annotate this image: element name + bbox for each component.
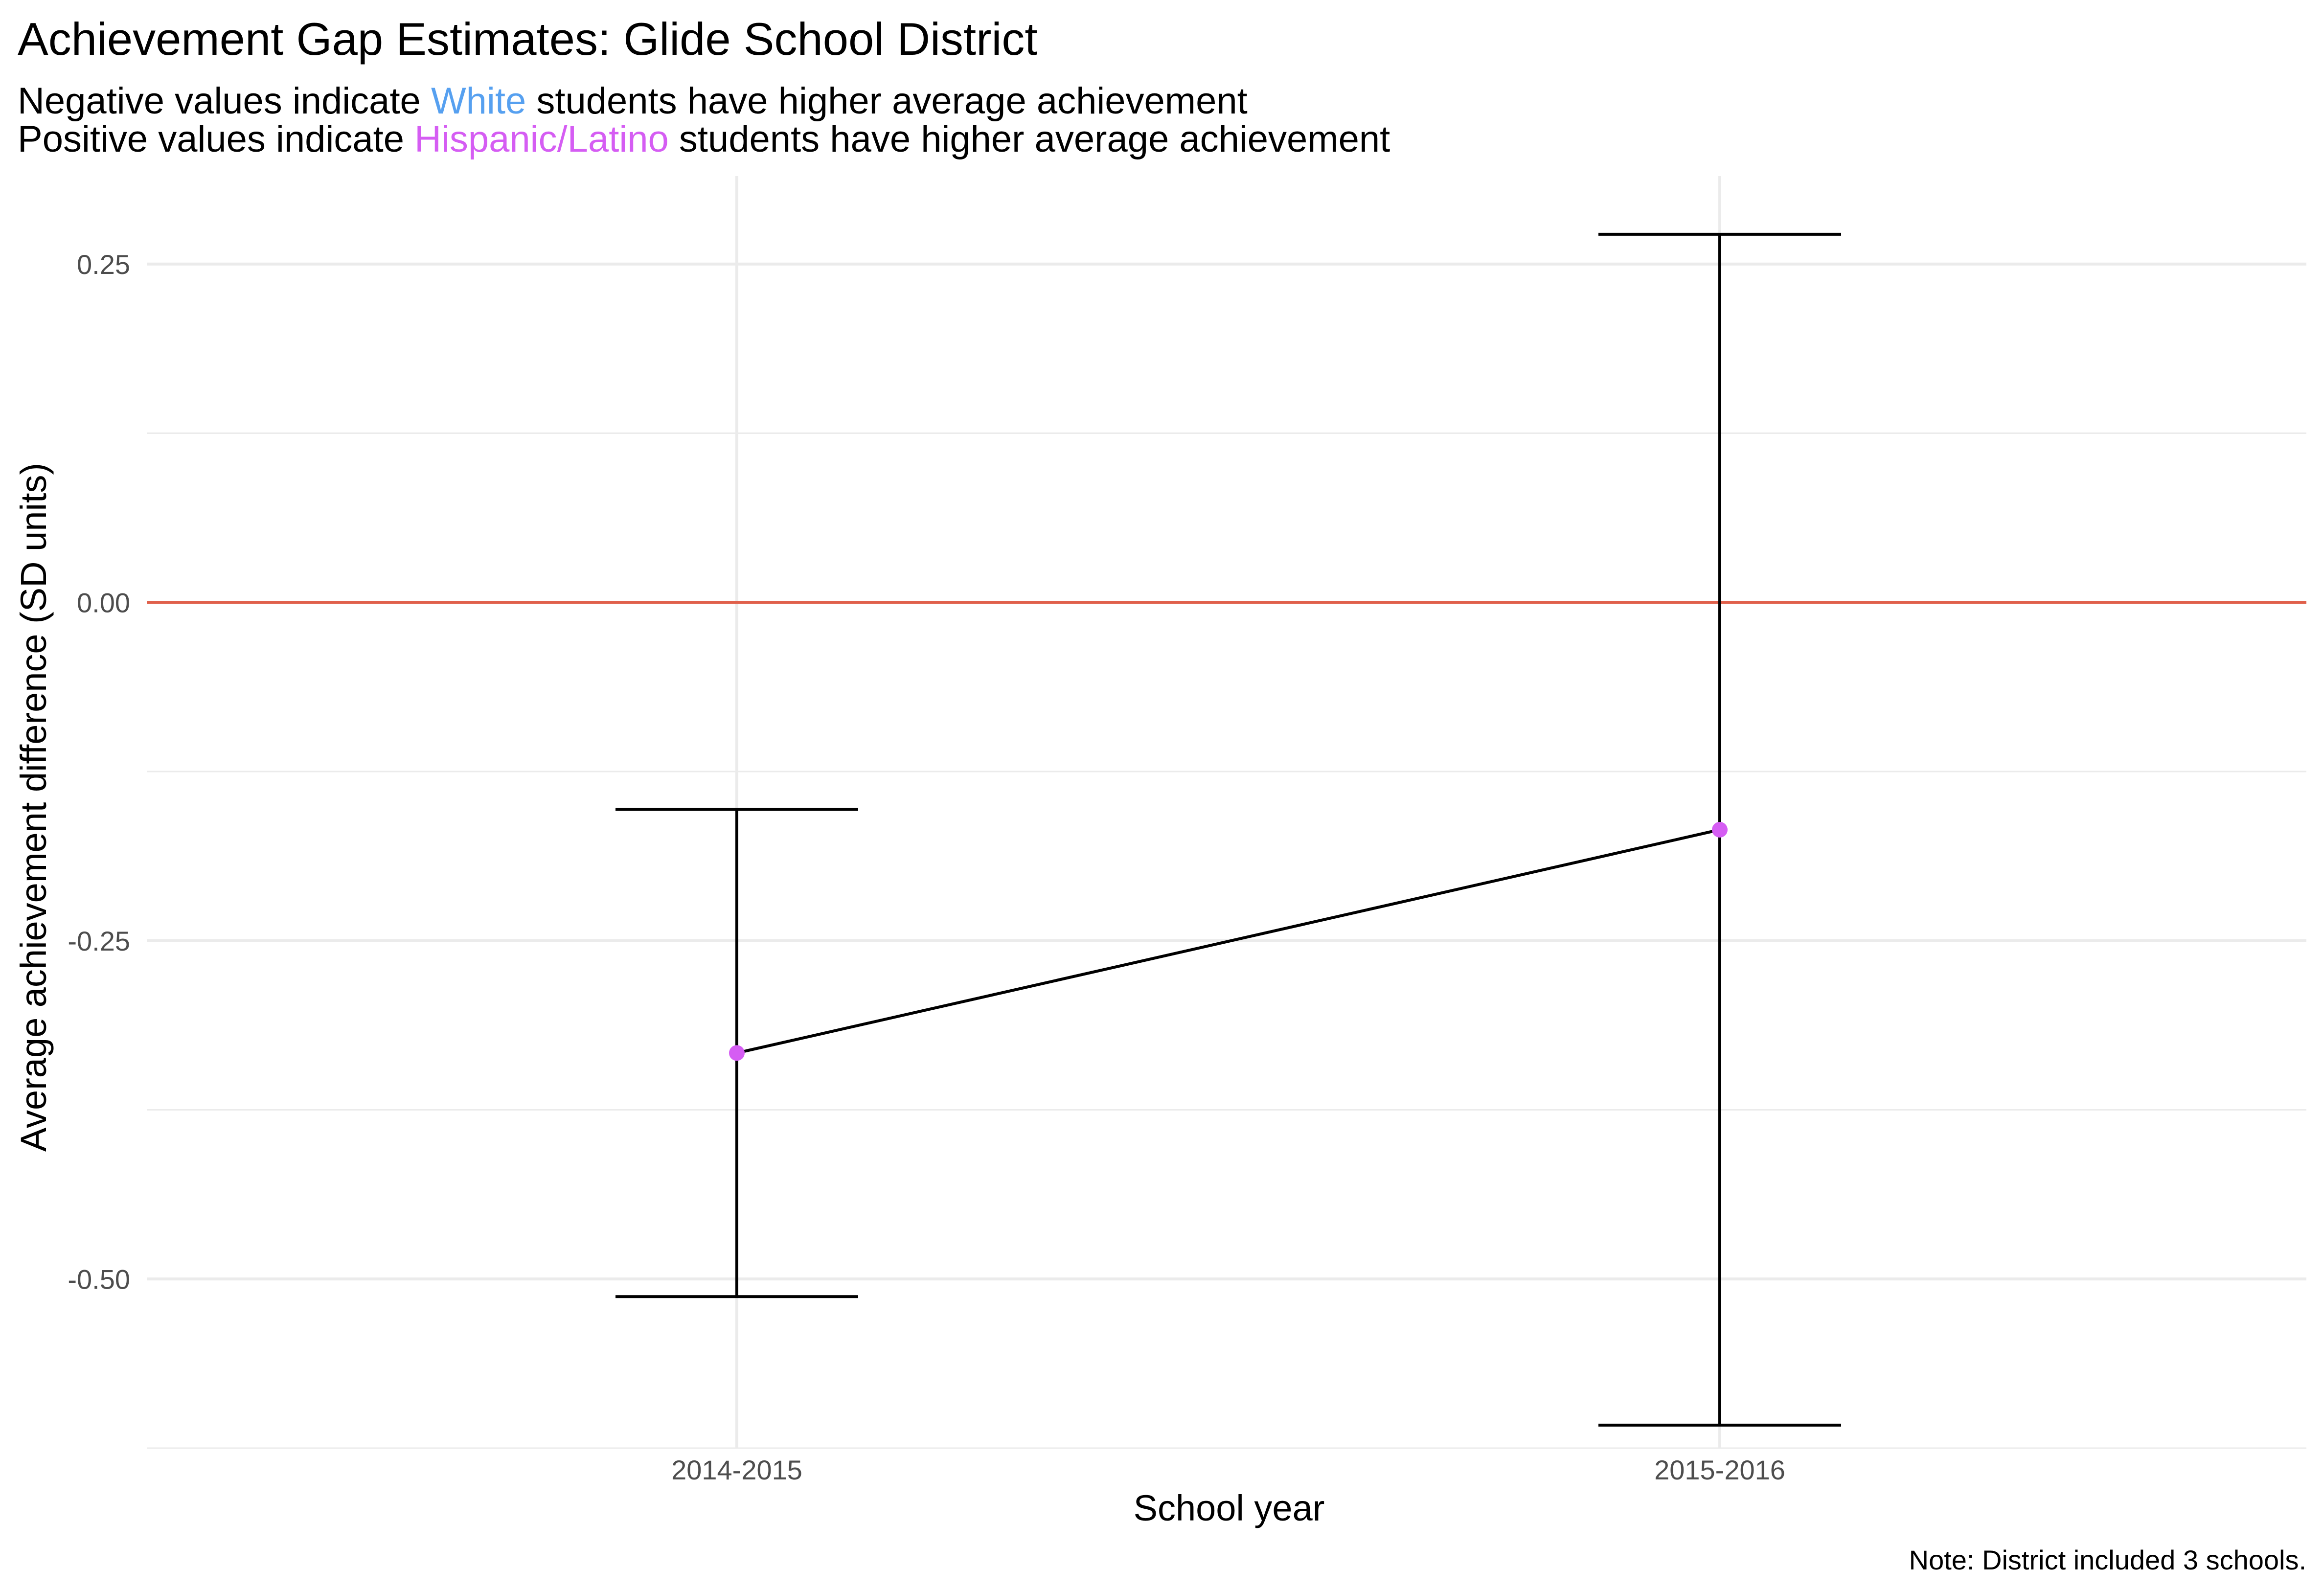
subtitle-hispanic-group: Hispanic/Latino bbox=[414, 118, 669, 160]
estimate-point-2015-2016 bbox=[1712, 821, 1728, 838]
gridlines bbox=[147, 176, 2306, 1449]
x-tick-labels: 2014-2015 2015-2016 bbox=[671, 1454, 1785, 1485]
subtitle-white-group: White bbox=[431, 80, 526, 122]
y-tick-label-1: 0.00 bbox=[77, 587, 130, 618]
chart-title: Achievement Gap Estimates: Glide School … bbox=[18, 13, 1037, 65]
error-bars bbox=[615, 232, 1841, 1427]
x-tick-label-2015-2016: 2015-2016 bbox=[1654, 1454, 1785, 1485]
y-tick-label-3: -0.50 bbox=[68, 1264, 130, 1295]
y-axis-label: Average achievement difference (SD units… bbox=[13, 463, 54, 1152]
estimate-point-2014-2015 bbox=[729, 1045, 745, 1061]
y-tick-label-2: -0.25 bbox=[68, 926, 130, 956]
y-tick-labels: 0.25 0.00 -0.25 -0.50 bbox=[68, 249, 130, 1295]
subtitle-1-post: students have higher average achievement bbox=[526, 80, 1248, 122]
x-axis-label: School year bbox=[1134, 1488, 1325, 1528]
estimate-line bbox=[736, 828, 1720, 1055]
subtitle-2-post: students have higher average achievement bbox=[669, 118, 1390, 160]
subtitle-1-pre: Negative values indicate bbox=[18, 80, 431, 122]
y-tick-label-0: 0.25 bbox=[77, 249, 130, 280]
caption-note: Note: District included 3 schools. bbox=[1909, 1545, 2306, 1575]
x-tick-label-2014-2015: 2014-2015 bbox=[671, 1454, 802, 1485]
subtitle-2-pre: Positive values indicate bbox=[18, 118, 414, 160]
estimate-series bbox=[729, 821, 1728, 1061]
subtitle-line-1: Negative values indicate White students … bbox=[18, 80, 1248, 122]
subtitle-line-2: Positive values indicate Hispanic/Latino… bbox=[18, 118, 1390, 160]
